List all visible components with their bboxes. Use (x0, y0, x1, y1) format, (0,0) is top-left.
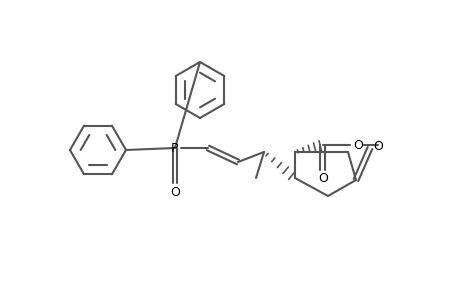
Text: O: O (353, 139, 362, 152)
Text: P: P (171, 142, 179, 154)
Text: O: O (317, 172, 327, 185)
Text: O: O (372, 140, 382, 152)
Text: O: O (170, 185, 179, 199)
